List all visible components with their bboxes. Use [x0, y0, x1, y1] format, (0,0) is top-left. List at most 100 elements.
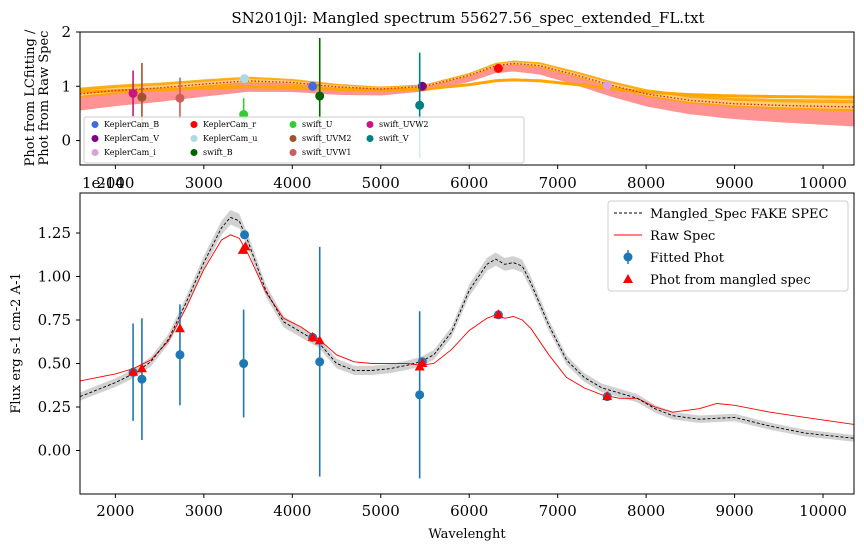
ratio-band-1	[80, 60, 854, 112]
spectrum-xtick-label: 3000	[185, 502, 223, 520]
ratio-bands	[79, 60, 855, 127]
ratio-dotted-curve	[79, 62, 855, 108]
ratio-legend-marker-KeplerCam_V	[91, 135, 99, 142]
ratio-legend-marker-KeplerCam_r	[190, 121, 198, 128]
fitted-phot-point	[415, 390, 425, 400]
mangled-phot-point	[307, 331, 318, 341]
spectrum-ytick-label: 0.25	[38, 398, 71, 416]
ratio-ytick-label: 0	[61, 132, 71, 150]
mangled-phot-point	[240, 241, 251, 251]
ratio-point-swift_B	[315, 91, 325, 101]
ratio-legend-label-KeplerCam_i: KeplerCam_i	[104, 148, 156, 157]
spectrum-xtick-label: 2000	[96, 502, 134, 520]
spectrum-xtick-label: 8000	[627, 502, 665, 520]
ratio-point-KeplerCam_i	[602, 80, 612, 90]
chart-title: SN2010jl: Mangled spectrum 55627.56_spec…	[231, 9, 704, 27]
ratio-y-ticks: 0 1 2	[61, 23, 80, 150]
legend-mangled-label: Mangled_Spec FAKE SPEC	[650, 207, 829, 222]
raw-spec-line	[79, 234, 855, 425]
ratio-legend-label-KeplerCam_B: KeplerCam_B	[104, 120, 159, 129]
y-axis-label: Flux erg s-1 cm-2 A-1	[9, 272, 24, 413]
ratio-point-swift_UVW1	[175, 93, 185, 103]
mangled-phot-point	[602, 391, 613, 401]
ratio-x-ticks: 2000 3000 4000 5000 6000 7000 8000 9000 10000	[96, 165, 847, 192]
ratio-legend-marker-swift_UVM2	[289, 135, 297, 142]
fitted-phot-point	[239, 359, 249, 369]
mangled-phot-point	[174, 323, 185, 333]
ratio-xtick-label: 6000	[450, 174, 488, 192]
spectrum-xtick-label: 4000	[273, 502, 311, 520]
ratio-y-label-line1: Phot from LCfitting /	[23, 29, 38, 166]
ratio-legend-label-KeplerCam_V: KeplerCam_V	[104, 134, 159, 143]
ratio-legend-marker-KeplerCam_u	[190, 135, 198, 142]
ratio-point-swift_V	[415, 100, 425, 110]
mangled-phot-point	[493, 309, 504, 319]
ratio-legend-marker-swift_V	[366, 135, 374, 142]
spectrum-y-ticks: 0.00 0.25 0.50 0.75 1.00 1.25	[38, 224, 80, 460]
spectrum-xtick-label: 10000	[799, 502, 847, 520]
ratio-legend-label-swift_UVW1: swift_UVW1	[302, 148, 352, 157]
ratio-point-swift_UVW2	[128, 88, 138, 98]
ratio-panel: SN2010jl: Mangled spectrum 55627.56_spec…	[23, 9, 855, 192]
spectrum-xtick-label: 7000	[539, 502, 577, 520]
ratio-ytick-label: 1	[61, 77, 71, 95]
ratio-legend-marker-swift_U	[289, 121, 297, 128]
spectrum-ytick-label: 0.75	[38, 311, 71, 329]
ratio-xtick-label: 5000	[362, 174, 400, 192]
ratio-band-2	[80, 62, 854, 110]
spectrum-points	[128, 230, 613, 479]
ratio-curve	[79, 62, 855, 108]
spectrum-ytick-label: 0.50	[38, 355, 71, 373]
ratio-point-KeplerCam_B	[308, 81, 318, 91]
ratio-y-label-line2: Phot from Raw Spec	[37, 31, 52, 166]
spectrum-axes-frame	[79, 192, 855, 495]
spectrum-xtick-label: 9000	[715, 502, 753, 520]
spectrum-x-ticks: 2000 3000 4000 5000 6000 7000 8000 9000 10000	[96, 494, 847, 520]
ratio-legend-marker-swift_UVW1	[289, 149, 297, 156]
ratio-xtick-label: 2000	[96, 174, 134, 192]
ratio-legend-marker-KeplerCam_i	[91, 149, 99, 156]
ratio-legend-label-KeplerCam_r: KeplerCam_r	[203, 120, 256, 129]
mangled-spec-line	[79, 216, 855, 439]
spectrum-ytick-label: 1.00	[38, 268, 71, 286]
fitted-phot-point	[315, 357, 325, 367]
ratio-xtick-label: 4000	[273, 174, 311, 192]
legend-raw-label: Raw Spec	[650, 229, 715, 244]
x-axis-label: Wavelenght	[428, 527, 506, 542]
mangled-phot-point	[314, 335, 325, 345]
mangled-phot-point	[128, 366, 139, 376]
ratio-orange-line	[79, 78, 855, 99]
ratio-point-KeplerCam_u	[240, 74, 250, 84]
legend-mangled-phot-label: Phot from mangled spec	[650, 273, 811, 288]
mangled-phot-point	[136, 363, 147, 373]
spectrum-legend-frame	[607, 200, 849, 292]
ratio-axes-frame	[79, 31, 855, 166]
spectrum-ytick-label: 1.25	[38, 224, 71, 242]
legend-mangled-phot-marker	[623, 274, 633, 283]
ratio-legend: KeplerCam_B KeplerCam_V KeplerCam_i KeplerC…	[83, 116, 525, 164]
legend-fitted-label: Fitted Phot	[650, 251, 725, 266]
ratio-ytick-label: 2	[61, 23, 71, 41]
ratio-legend-label-swift_UVW2: swift_UVW2	[379, 120, 429, 129]
spectrum-panel: 2000 3000 4000 5000 6000 7000 8000 9000 10000 0.…	[9, 192, 855, 542]
ratio-legend-marker-swift_B	[190, 149, 198, 156]
ratio-point-KeplerCam_r	[493, 63, 503, 73]
ratio-xtick-label: 9000	[715, 174, 753, 192]
ratio-xtick-label: 3000	[185, 174, 223, 192]
ratio-xtick-label: 7000	[539, 174, 577, 192]
ratio-legend-label-swift_V: swift_V	[379, 134, 409, 143]
spectrum-lines	[79, 216, 855, 439]
ratio-legend-label-swift_B: swift_B	[203, 148, 233, 157]
ratio-legend-label-KeplerCam_u: KeplerCam_u	[203, 134, 257, 143]
ratio-xtick-label: 10000	[799, 174, 847, 192]
ratio-offset-text: 1e-14	[82, 174, 125, 192]
fitted-phot-point	[137, 374, 147, 384]
spectrum-xtick-label: 6000	[450, 502, 488, 520]
legend-fitted-marker	[623, 252, 633, 262]
ratio-point-swift_UVM2	[137, 92, 147, 102]
ratio-legend-label-swift_UVM2: swift_UVM2	[302, 134, 352, 143]
ratio-legend-label-swift_U: swift_U	[302, 120, 333, 129]
mangled-phot-point	[417, 358, 428, 368]
ratio-legend-marker-swift_UVW2	[366, 121, 374, 128]
